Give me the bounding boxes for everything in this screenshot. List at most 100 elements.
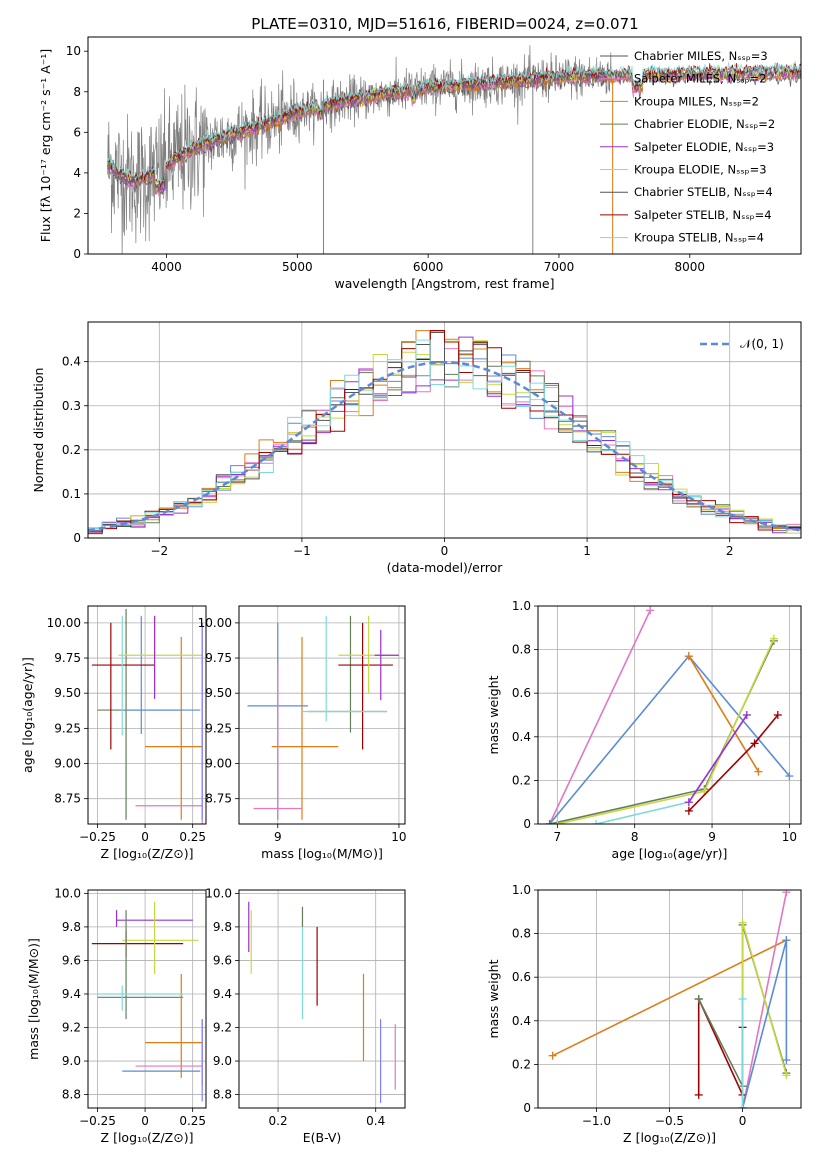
y-axis-label: Normed distribution [31, 368, 46, 493]
x-tick-label: −2 [150, 544, 168, 558]
x-axis-label: Z [log₁₀(Z/Z⊙)] [101, 846, 194, 861]
x-tick-label: 9 [708, 830, 716, 844]
y-tick-label: 9.00 [54, 757, 81, 771]
y-tick-label: 9.25 [54, 721, 81, 735]
plot-area [239, 606, 405, 824]
x-tick-label: 0.4 [366, 1114, 385, 1128]
x-tick-label: 0 [441, 544, 449, 558]
y-axis-label: mass [log₁₀(M/M⊙)] [26, 938, 41, 1060]
legend-label: Kroupa STELIB, Nₛₛₚ=4 [634, 231, 764, 245]
panel-residual-histogram: −2 −1 0 1 2 0 0.1 0.2 0.3 0.4 (data-model)/error No… [31, 321, 802, 575]
y-tick-label: 10.00 [47, 616, 81, 630]
plot-area [88, 606, 206, 824]
y-tick-label: 9.75 [54, 651, 81, 665]
x-tick-label: 0 [739, 1114, 747, 1128]
y-tick-label: 0.4 [62, 355, 81, 369]
y-tick-label: 1.0 [512, 883, 531, 897]
y-tick-label: 0 [73, 531, 81, 545]
panel-age-vs-mass: 9 10 8.75 9.00 9.25 9.50 9.75 10.00 mass [log₁₀(… [198, 605, 407, 861]
x-axis-label: (data-model)/error [387, 560, 504, 575]
weight-marker [769, 634, 778, 643]
x-tick-label: 6000 [413, 260, 444, 274]
x-tick-label: 0 [141, 1114, 149, 1128]
y-tick-label: 4 [73, 166, 81, 180]
x-tick-label: 5000 [282, 260, 313, 274]
y-tick-label: 2 [73, 206, 81, 220]
weight-marker [738, 1104, 747, 1108]
panel-mass-weight-vs-metallicity: −1.0 −0.5 0 0 0.2 0.4 0.6 0.8 1.0 Z [log₁₀(Z/Z⊙)]… [486, 883, 802, 1145]
panel-mass-vs-extinction: 0.2 0.4 8.8 9.0 9.2 9.4 9.6 9.8 10.0 E(B-V) [205, 886, 406, 1145]
y-tick-label: 9.8 [62, 920, 81, 934]
y-tick-label: 8.8 [213, 1088, 232, 1102]
weight-line [741, 939, 788, 1108]
weight-line [557, 638, 775, 824]
weight-marker [684, 806, 693, 815]
y-tick-label: 9.00 [205, 757, 232, 771]
y-tick-label: 9.4 [62, 987, 81, 1001]
weight-marker [694, 1090, 703, 1099]
x-tick-label: −1 [293, 544, 311, 558]
y-tick-label: 10.00 [198, 616, 232, 630]
weight-marker [754, 767, 763, 776]
x-tick-label: 10 [391, 830, 406, 844]
x-tick-label: 7000 [544, 260, 575, 274]
legend-label: Chabrier ELODIE, Nₛₛₚ=2 [634, 117, 775, 131]
x-tick-label: −1.0 [582, 1114, 611, 1128]
y-tick-label: 0.6 [512, 970, 531, 984]
axes-frame [87, 321, 802, 539]
y-tick-label: 9.2 [62, 1021, 81, 1035]
weight-marker [646, 606, 655, 615]
legend-label: 𝒩(0, 1) [740, 337, 784, 351]
weight-marker [684, 652, 693, 661]
weight-marker [782, 890, 791, 897]
y-tick-label: 0.8 [512, 643, 531, 657]
weight-marker [545, 820, 554, 824]
x-tick-label: 7 [554, 830, 562, 844]
figure-title: PLATE=0310, MJD=51616, FIBERID=0024, z=0… [251, 15, 638, 33]
y-tick-label: 0.4 [512, 730, 531, 744]
y-tick-label: 6 [73, 125, 81, 139]
x-tick-label: 8 [631, 830, 639, 844]
model-spectrum [107, 64, 801, 189]
x-tick-label: −0.25 [79, 1114, 116, 1128]
weight-marker [738, 995, 747, 1003]
y-tick-label: 10.0 [205, 886, 232, 900]
histogram-series [88, 331, 801, 534]
panel-mass-vs-metallicity: −0.25 0 0.25 8.8 9.0 9.2 9.4 9.6 9.8 10.0 Z [log₁₀… [26, 886, 207, 1145]
axes-frame [537, 605, 802, 825]
y-tick-label: 9.2 [213, 1021, 232, 1035]
y-tick-label: 0.2 [512, 1057, 531, 1071]
y-tick-label: 9.6 [213, 953, 232, 967]
axes-frame [87, 36, 802, 255]
y-tick-label: 9.50 [205, 686, 232, 700]
legend-label: Salpeter MILES, Nₛₛₚ=2 [634, 72, 767, 86]
y-tick-label: 9.0 [62, 1054, 81, 1068]
y-tick-label: 0.2 [512, 773, 531, 787]
weight-marker [548, 1051, 557, 1060]
x-tick-label: 0.25 [179, 1114, 206, 1128]
y-tick-label: 9.8 [213, 920, 232, 934]
x-axis-label: Z [log₁₀(Z/Z⊙)] [623, 1130, 716, 1145]
legend: 𝒩(0, 1) [700, 337, 784, 351]
axes-frame [537, 889, 802, 1109]
x-axis-label: age [log₁₀(age/yr)] [612, 846, 728, 861]
x-tick-label: 10 [782, 830, 797, 844]
axes-frame [238, 889, 406, 1109]
plot-area [88, 890, 206, 1108]
y-axis-label: Flux [fλ 10⁻¹⁷ erg cm⁻² s⁻¹ A⁻¹] [38, 49, 53, 242]
axes-frame [238, 605, 406, 825]
x-axis-label: E(B-V) [303, 1130, 342, 1145]
y-tick-label: 9.4 [213, 987, 232, 1001]
y-tick-label: 8.75 [54, 792, 81, 806]
weight-line [548, 610, 651, 824]
x-tick-label: 9 [274, 830, 282, 844]
model-spectrum [107, 68, 801, 195]
y-tick-label: 9.50 [54, 686, 81, 700]
model-spectrum [107, 62, 801, 185]
y-axis-label: mass weight [486, 675, 501, 754]
gaussian-curve [88, 360, 801, 532]
x-tick-label: 8000 [675, 260, 706, 274]
y-tick-label: 8 [73, 85, 81, 99]
x-axis-label: mass [log₁₀(M/M⊙)] [261, 846, 383, 861]
